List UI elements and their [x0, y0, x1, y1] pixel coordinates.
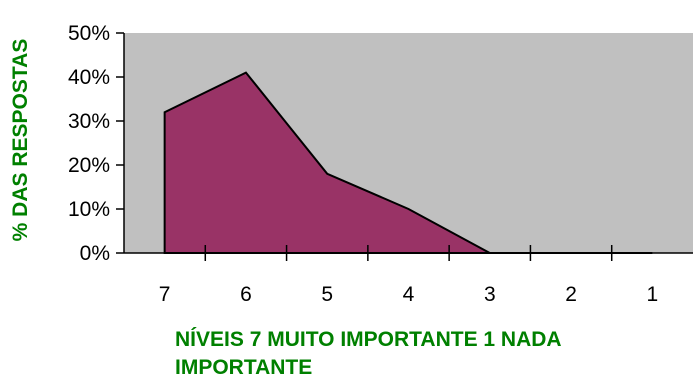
x-tick-label: 5 — [321, 283, 333, 306]
x-tick-label: 4 — [403, 283, 415, 306]
x-tick-label: 1 — [647, 283, 659, 306]
y-tick-label: 40% — [68, 66, 110, 89]
y-tick-label: 10% — [68, 198, 110, 221]
x-axis-title: NÍVEIS 7 MUITO IMPORTANTE 1 NADA IMPORTA… — [175, 328, 561, 379]
x-tick-label: 7 — [159, 283, 171, 306]
x-tick-label: 2 — [565, 283, 577, 306]
y-axis-ticks: 0% 10% 20% 30% 40% 50% — [68, 22, 124, 265]
y-tick-label: 20% — [68, 154, 110, 177]
x-axis-ticks: 7 6 5 4 3 2 1 — [159, 245, 658, 306]
y-tick-label: 50% — [68, 22, 110, 45]
y-tick-label: 30% — [68, 110, 110, 133]
x-tick-label: 3 — [484, 283, 496, 306]
y-tick-label: 0% — [80, 242, 110, 265]
x-tick-label: 6 — [240, 283, 252, 306]
y-axis-title: % DAS RESPOSTAS — [9, 39, 32, 242]
